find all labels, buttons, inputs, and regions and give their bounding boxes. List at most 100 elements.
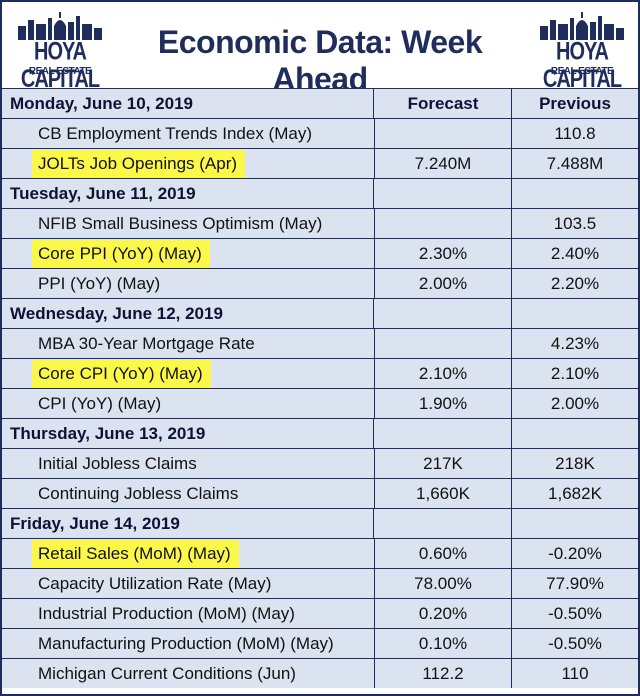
indicator-name: Continuing Jobless Claims — [38, 484, 239, 503]
indicator-name: Retail Sales (MoM) (May) — [32, 540, 239, 568]
forecast-column-header — [375, 179, 512, 208]
indicator-name-cell: CB Employment Trends Index (May) — [2, 119, 375, 148]
previous-value: -0.50% — [548, 634, 602, 653]
indicator-name: Core CPI (YoY) (May) — [32, 360, 211, 388]
indicator-name: CB Employment Trends Index (May) — [38, 124, 312, 143]
day-label: Thursday, June 13, 2019 — [2, 419, 374, 448]
forecast-value: 1,660K — [375, 479, 512, 508]
indicator-row: Core PPI (YoY) (May) 2.30% 2.40% — [2, 238, 638, 268]
indicator-row: Michigan Current Conditions (Jun) 112.2 11… — [2, 658, 638, 688]
indicator-name-cell: Industrial Production (MoM) (May) — [2, 599, 375, 628]
forecast-value: 0.20% — [375, 599, 512, 628]
day-label: Monday, June 10, 2019 — [2, 89, 374, 118]
indicator-name-cell: PPI (YoY) (May) — [2, 269, 375, 298]
indicator-name: Michigan Current Conditions (Jun) — [38, 664, 296, 683]
forecast-value: 7.240M — [375, 149, 512, 178]
forecast-column-header — [375, 509, 512, 538]
logo-sub-text: REAL ESTATE — [28, 66, 92, 77]
indicator-name-cell: Continuing Jobless Claims — [2, 479, 375, 508]
indicator-row: Continuing Jobless Claims 1,660K 1,682K — [2, 478, 638, 508]
page-title: Economic Data: Week Ahead — [157, 24, 483, 97]
previous-value: 2.40% — [550, 244, 600, 263]
economic-data-table: Monday, June 10, 2019 Forecast Previous CB … — [2, 88, 638, 688]
indicator-name-cell: JOLTs Job Openings (Apr) — [2, 149, 375, 178]
previous-value: 218K — [555, 454, 595, 473]
previous-value: 110.8 — [554, 124, 596, 143]
previous-value: -0.50% — [548, 604, 602, 623]
indicator-name: Manufacturing Production (MoM) (May) — [38, 634, 334, 653]
previous-column-header — [512, 179, 638, 208]
indicator-name: Capacity Utilization Rate (May) — [38, 574, 272, 593]
forecast-value: 0.60% — [375, 539, 512, 568]
indicator-name-cell: Manufacturing Production (MoM) (May) — [2, 629, 375, 658]
indicator-name: CPI (YoY) (May) — [38, 394, 162, 413]
indicator-name: PPI (YoY) (May) — [38, 274, 161, 293]
indicator-row: NFIB Small Business Optimism (May) 103.5 — [2, 208, 638, 238]
skyline-icon — [18, 12, 102, 40]
skyline-icon — [540, 12, 624, 40]
previous-value: 110 — [561, 664, 589, 683]
indicator-name-cell: CPI (YoY) (May) — [2, 389, 375, 418]
day-label: Friday, June 14, 2019 — [2, 509, 374, 538]
indicator-row: Retail Sales (MoM) (May) 0.60% -0.20% — [2, 538, 638, 568]
indicator-name-cell: NFIB Small Business Optimism (May) — [2, 209, 375, 238]
day-header-row: Wednesday, June 12, 2019 — [2, 298, 638, 328]
indicator-name: Industrial Production (MoM) (May) — [38, 604, 295, 623]
indicator-row: JOLTs Job Openings (Apr) 7.240M 7.488M — [2, 148, 638, 178]
previous-column-header: Previous — [539, 94, 611, 113]
day-label: Wednesday, June 12, 2019 — [2, 299, 374, 328]
forecast-value: 2.10% — [375, 359, 512, 388]
previous-value: 77.90% — [546, 574, 604, 593]
indicator-row: Industrial Production (MoM) (May) 0.20% -0… — [2, 598, 638, 628]
previous-value: 2.20% — [550, 274, 600, 293]
previous-value: 1,682K — [548, 484, 602, 503]
forecast-column-header: Forecast — [375, 89, 512, 118]
indicator-row: Manufacturing Production (MoM) (May) 0.10… — [2, 628, 638, 658]
indicator-name: MBA 30-Year Mortgage Rate — [38, 334, 255, 353]
indicator-row: MBA 30-Year Mortgage Rate 4.23% — [2, 328, 638, 358]
previous-value: -0.20% — [548, 544, 602, 563]
indicator-name-cell: Initial Jobless Claims — [2, 449, 375, 478]
previous-column-header — [512, 509, 638, 538]
day-header-row: Thursday, June 13, 2019 — [2, 418, 638, 448]
indicator-name-cell: Retail Sales (MoM) (May) — [2, 539, 375, 568]
indicator-name: NFIB Small Business Optimism (May) — [38, 214, 323, 233]
day-header-row: Friday, June 14, 2019 — [2, 508, 638, 538]
indicator-row: Initial Jobless Claims 217K 218K — [2, 448, 638, 478]
day-header-row: Tuesday, June 11, 2019 — [2, 178, 638, 208]
logo-sub-text: REAL ESTATE — [550, 66, 614, 77]
hoya-capital-logo-left: HOYA CAPITAL REAL ESTATE — [12, 10, 108, 93]
forecast-value: 217K — [375, 449, 512, 478]
forecast-value: 112.2 — [375, 659, 512, 688]
forecast-value: 2.30% — [375, 239, 512, 268]
indicator-name: JOLTs Job Openings (Apr) — [32, 150, 246, 178]
previous-column-header — [512, 419, 638, 448]
header: HOYA CAPITAL REAL ESTATE Economic Data: … — [2, 2, 638, 97]
indicator-row: Capacity Utilization Rate (May) 78.00% 77.… — [2, 568, 638, 598]
forecast-value — [375, 329, 512, 358]
day-header-row: Monday, June 10, 2019 Forecast Previous — [2, 88, 638, 118]
previous-value: 7.488M — [546, 154, 604, 173]
indicator-name-cell: Core PPI (YoY) (May) — [2, 239, 375, 268]
forecast-column-header — [375, 299, 512, 328]
forecast-value — [375, 119, 512, 148]
previous-value: 4.23% — [550, 334, 600, 353]
day-label: Tuesday, June 11, 2019 — [2, 179, 374, 208]
indicator-name: Initial Jobless Claims — [38, 454, 197, 473]
forecast-value: 2.00% — [375, 269, 512, 298]
indicator-name-cell: MBA 30-Year Mortgage Rate — [2, 329, 375, 358]
indicator-name-cell: Capacity Utilization Rate (May) — [2, 569, 375, 598]
indicator-row: CPI (YoY) (May) 1.90% 2.00% — [2, 388, 638, 418]
previous-value: 103.5 — [553, 214, 597, 233]
previous-column-header — [512, 299, 638, 328]
forecast-value: 1.90% — [375, 389, 512, 418]
forecast-value — [375, 209, 512, 238]
hoya-capital-logo-right: HOYA CAPITAL REAL ESTATE — [534, 10, 630, 93]
indicator-row: Core CPI (YoY) (May) 2.10% 2.10% — [2, 358, 638, 388]
indicator-name-cell: Michigan Current Conditions (Jun) — [2, 659, 375, 688]
forecast-value: 78.00% — [375, 569, 512, 598]
previous-value: 2.10% — [550, 364, 600, 383]
indicator-row: PPI (YoY) (May) 2.00% 2.20% — [2, 268, 638, 298]
indicator-name-cell: Core CPI (YoY) (May) — [2, 359, 375, 388]
